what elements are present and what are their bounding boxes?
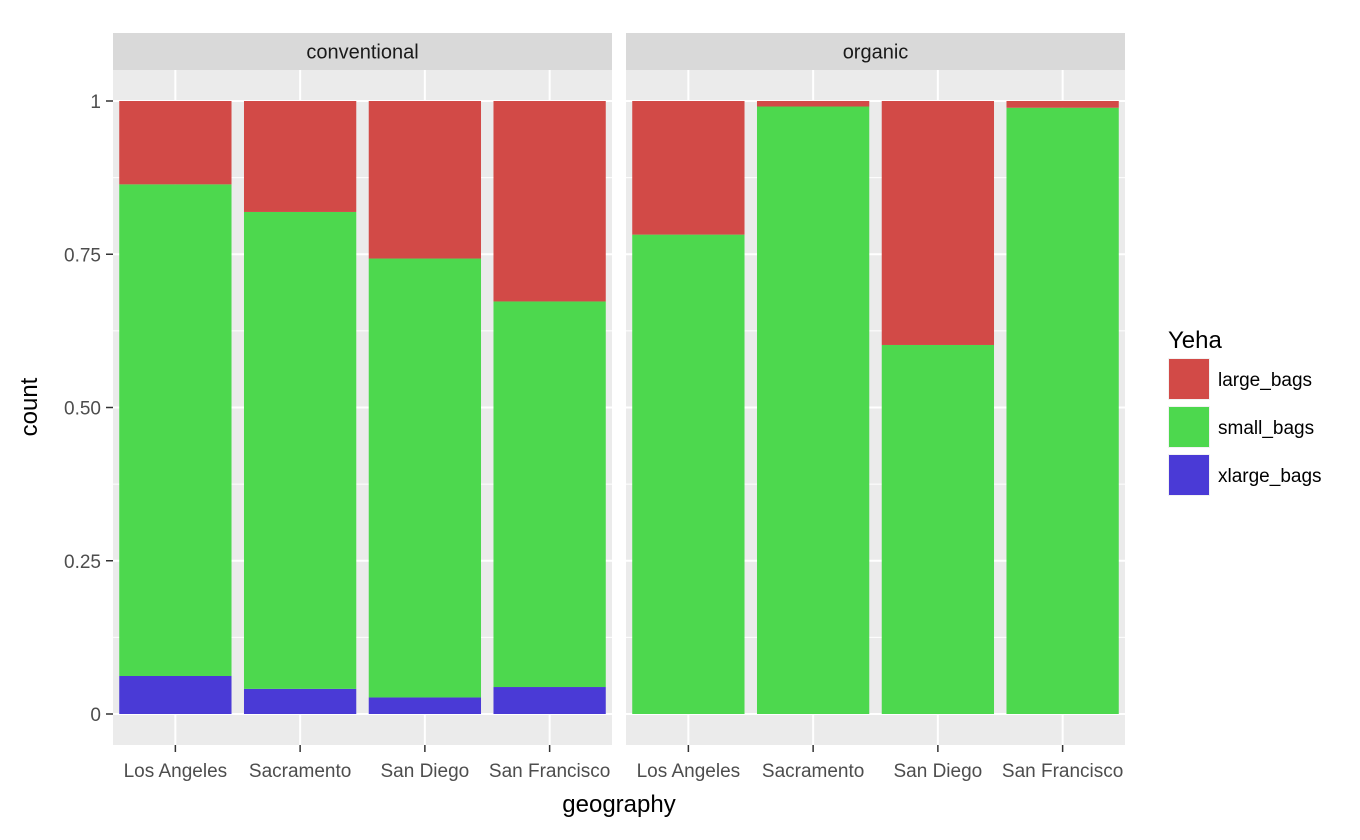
legend-swatch-large_bags [1169,359,1209,399]
panel-organic: Los Angeles Sacramento San Diego San Franci… [626,33,1125,782]
bar-segment-xlarge_bags-los-angeles [119,675,232,714]
facet-strip-label: conventional [306,42,418,64]
bar-segment-small_bags-san-diego [881,344,995,714]
bar-segment-large_bags-san-francisco [1006,101,1119,108]
panels: Los Angeles Sacramento San Diego San Franci… [113,33,1125,782]
bar-segment-small_bags-sacramento [756,106,870,715]
bar-segment-small_bags-san-diego [368,258,482,698]
y-tick-label: 1 [90,92,101,113]
facet-strip [626,33,1125,70]
x-tick-label: San Francisco [1002,761,1123,782]
bar-segment-small_bags-sacramento [243,211,357,689]
y-tick-label: 0.25 [64,552,101,573]
x-tick-label: San Diego [894,761,983,782]
bar-segment-large_bags-san-diego [881,101,995,345]
panel-conventional: Los Angeles Sacramento San Diego San Franci… [113,33,612,782]
bar-segment-large_bags-san-francisco [493,101,606,302]
bar-segment-xlarge_bags-sacramento [243,688,357,714]
x-axis-title: geography [562,791,675,818]
legend: Yeha large_bags small_bags xlarge_bags [1168,327,1322,496]
legend-label-xlarge_bags: xlarge_bags [1218,466,1322,487]
bar-segment-small_bags-los-angeles [632,234,745,714]
facet-strip-label: organic [843,42,909,64]
bar-segment-small_bags-san-francisco [1006,107,1119,715]
x-tick-label: Sacramento [249,761,351,782]
x-tick-label: San Francisco [489,761,610,782]
bar-segment-large_bags-los-angeles [632,101,745,235]
y-tick-label: 0.50 [64,399,101,420]
bar-segment-large_bags-los-angeles [119,101,232,185]
y-tick-label: 0 [90,705,101,726]
bar-segment-xlarge_bags-san-francisco [493,687,606,714]
bar-segment-large_bags-sacramento [756,101,870,107]
x-tick-label: Los Angeles [637,761,741,782]
bar-segment-small_bags-san-francisco [493,301,606,688]
bar-segment-xlarge_bags-san-diego [368,697,482,714]
y-axis-title: count [16,377,43,436]
legend-swatch-small_bags [1169,407,1209,447]
legend-title: Yeha [1168,327,1223,354]
y-axis: 0 0.25 0.50 0.75 1 [64,92,113,726]
legend-label-large_bags: large_bags [1218,370,1312,391]
bar-segment-large_bags-san-diego [368,101,482,259]
bar-segment-large_bags-sacramento [243,101,357,212]
x-tick-label: Los Angeles [124,761,228,782]
x-tick-label: Sacramento [762,761,864,782]
facet-strip [113,33,612,70]
legend-label-small_bags: small_bags [1218,418,1314,439]
x-tick-label: San Diego [381,761,470,782]
legend-swatch-xlarge_bags [1169,455,1209,495]
y-tick-label: 0.75 [64,245,101,266]
bar-segment-small_bags-los-angeles [119,184,232,676]
